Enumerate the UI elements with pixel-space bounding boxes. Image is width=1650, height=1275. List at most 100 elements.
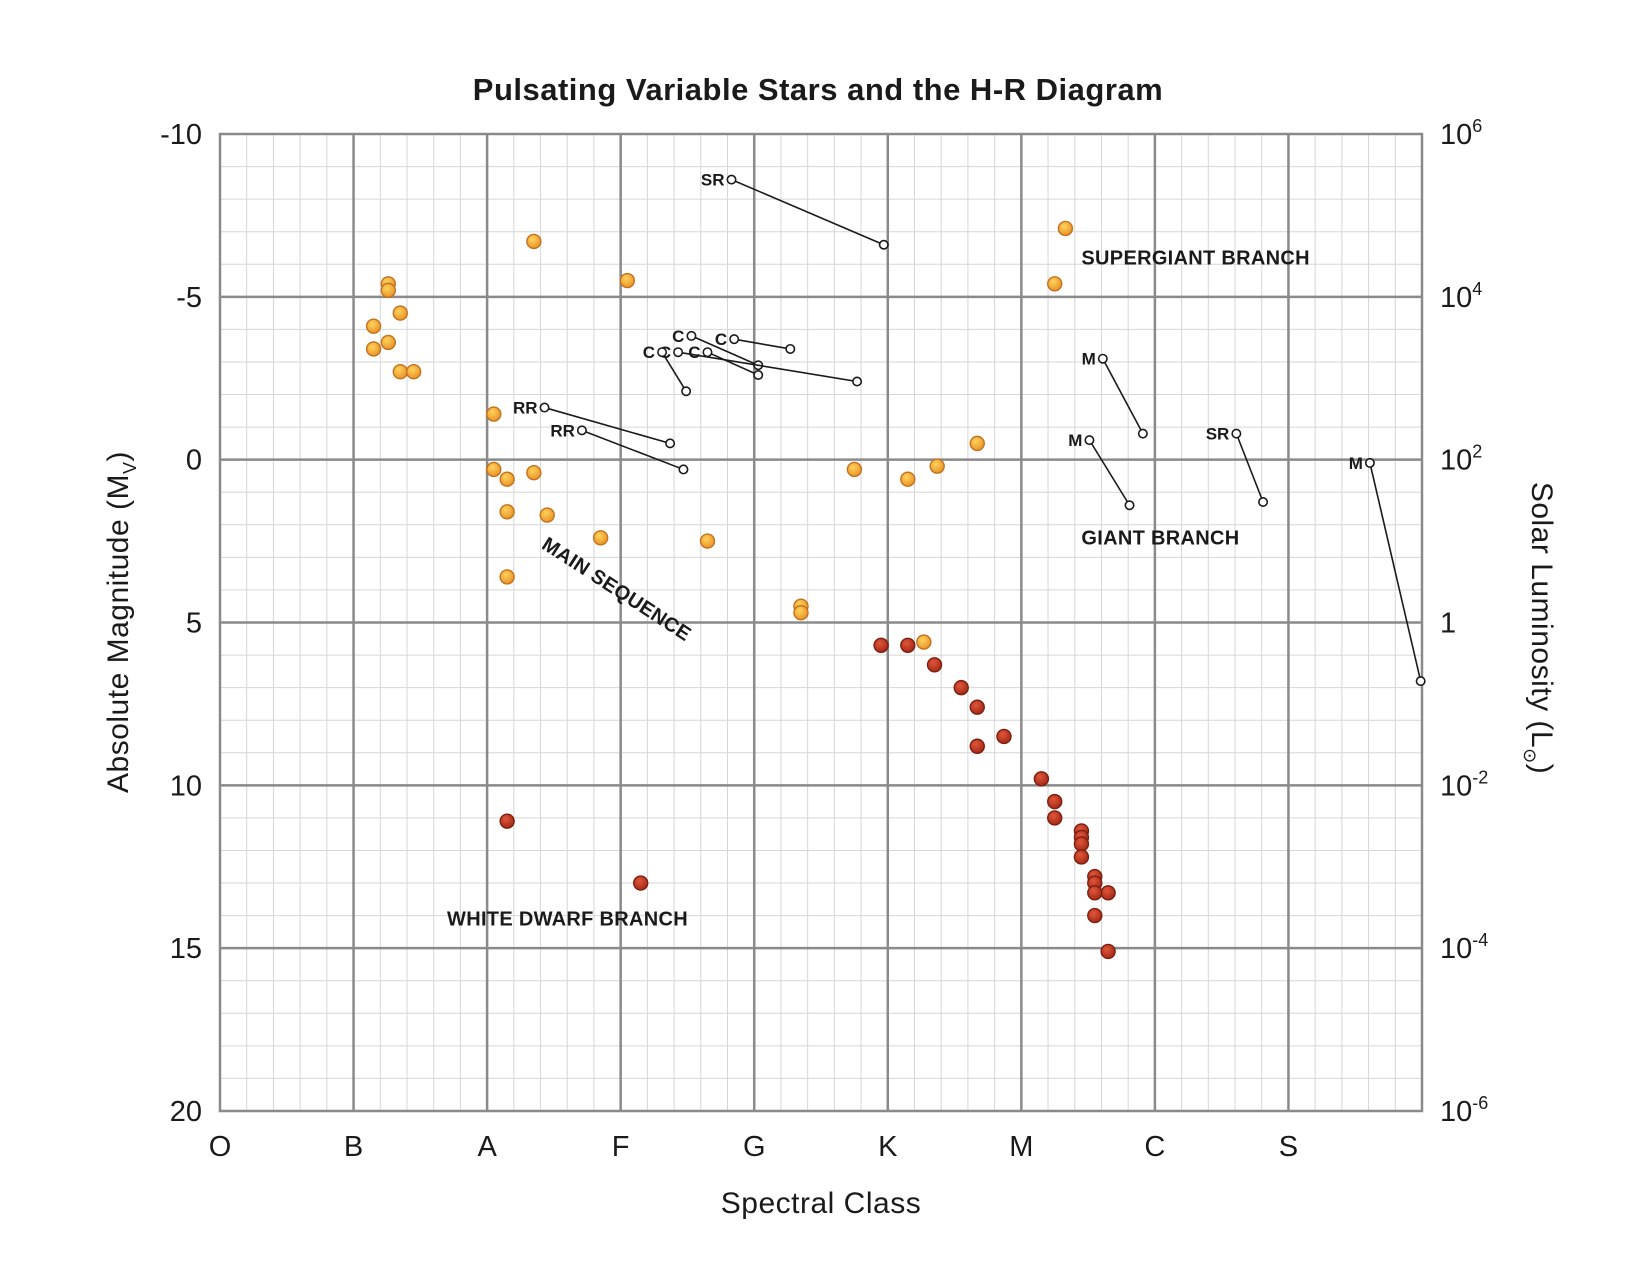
variable-track-end [852,376,863,387]
variable-label: M [1349,454,1363,473]
y-axis-label-close: ) [102,451,135,462]
variable-track-start [1364,457,1375,468]
variable-track-start [1231,428,1242,439]
star-points [365,220,1116,960]
y-tick-label: 10 [170,770,202,802]
star-point [793,605,809,621]
major-gridlines [220,134,1422,1111]
variable-track-start [657,347,668,358]
variable-track-line [544,406,671,445]
variable-label: M [1068,431,1082,450]
y2-axis-label: Solar Luminosity (L⊙) [1520,482,1558,774]
variable-track-end [1124,500,1135,511]
star-point [969,435,985,452]
star-point [1087,907,1103,924]
y2-axis-ticks: 106 104 102 1 10-2 10-4 10-6 [1440,116,1488,1128]
variable-track-end [678,464,689,475]
star-point [1087,885,1103,901]
star-point [1073,849,1090,865]
y-tick-label: 20 [170,1096,202,1128]
star-point [953,679,969,696]
variable-label: RR [513,399,538,418]
variable-track-line [1369,462,1422,682]
variable-label: M [1082,350,1096,369]
variable-track-end [785,343,796,354]
star-point [592,530,609,546]
y2-axis-label-main: Solar Luminosity (L [1525,482,1558,748]
star-point [969,738,985,754]
variable-track-line [581,429,684,471]
variable-track-start [539,402,550,413]
y-tick-label: -5 [176,282,202,314]
y-axis-label-main: Absolute Magnitude (M [102,474,135,793]
variable-track-end [681,386,692,397]
star-point [1100,943,1116,960]
y-tick-label: -10 [160,119,202,151]
variable-label: SR [1206,425,1230,444]
star-point [996,728,1012,745]
variable-track-end [878,239,889,250]
x-tick-label: O [209,1131,232,1163]
variable-label: C [672,327,684,346]
y2-tick-label: 1 [1440,608,1456,640]
x-tick-label: K [878,1131,898,1163]
variable-star-tracks: SRCCCCCRRRRMMSRM [513,171,1426,687]
variable-track-line [691,335,759,366]
variable-track-start [673,347,684,358]
variable-track-start [729,334,740,345]
star-point [633,875,649,891]
star-point [873,637,889,653]
star-point [900,637,916,653]
star-point [405,364,422,380]
x-axis-label: Spectral Class [721,1187,921,1220]
y2-axis-label-close: ) [1525,764,1558,775]
star-point [380,282,396,299]
star-point [499,813,515,829]
x-tick-label: A [477,1131,497,1163]
variable-track-end [753,369,764,380]
star-point [539,507,555,523]
star-point [1047,810,1063,826]
variable-track-line [1102,358,1144,434]
star-point [499,471,515,487]
variable-label: RR [550,421,575,440]
y2-tick-label: 106 [1440,116,1482,151]
variable-track-line [677,351,858,383]
star-point [392,364,408,380]
variable-label: SR [701,171,725,190]
star-point [1033,771,1050,787]
region-annotation: WHITE DWARF BRANCH [447,908,688,930]
star-point [365,318,382,334]
star-point [486,461,502,478]
star-point [916,634,932,650]
variable-label: C [715,330,727,349]
variable-track-start [1084,435,1095,446]
variable-track-line [661,351,687,392]
y-axis-label: Absolute Magnitude (MV) [102,451,140,793]
x-tick-label: S [1279,1131,1298,1163]
star-point [1047,276,1063,292]
star-point [699,533,716,549]
y-tick-label: 0 [186,445,202,477]
variable-track-end [1258,497,1269,508]
variable-label: C [643,343,655,362]
variable-track-end [665,438,676,449]
y2-tick-label: 10-4 [1440,930,1488,965]
y-axis-ticks: -10 -5 0 5 10 15 20 [160,119,202,1128]
star-point [900,471,916,487]
y2-tick-label: 102 [1440,442,1482,477]
variable-label: C [688,343,700,362]
star-point [365,341,382,357]
star-point [929,458,945,474]
y-tick-label: 5 [186,608,202,640]
star-point [499,569,515,585]
region-annotation: GIANT BRANCH [1081,527,1239,549]
x-tick-label: M [1009,1131,1033,1163]
variable-track-start [726,174,737,185]
x-tick-label: B [344,1131,363,1163]
star-point [926,657,943,673]
star-point [392,305,408,321]
